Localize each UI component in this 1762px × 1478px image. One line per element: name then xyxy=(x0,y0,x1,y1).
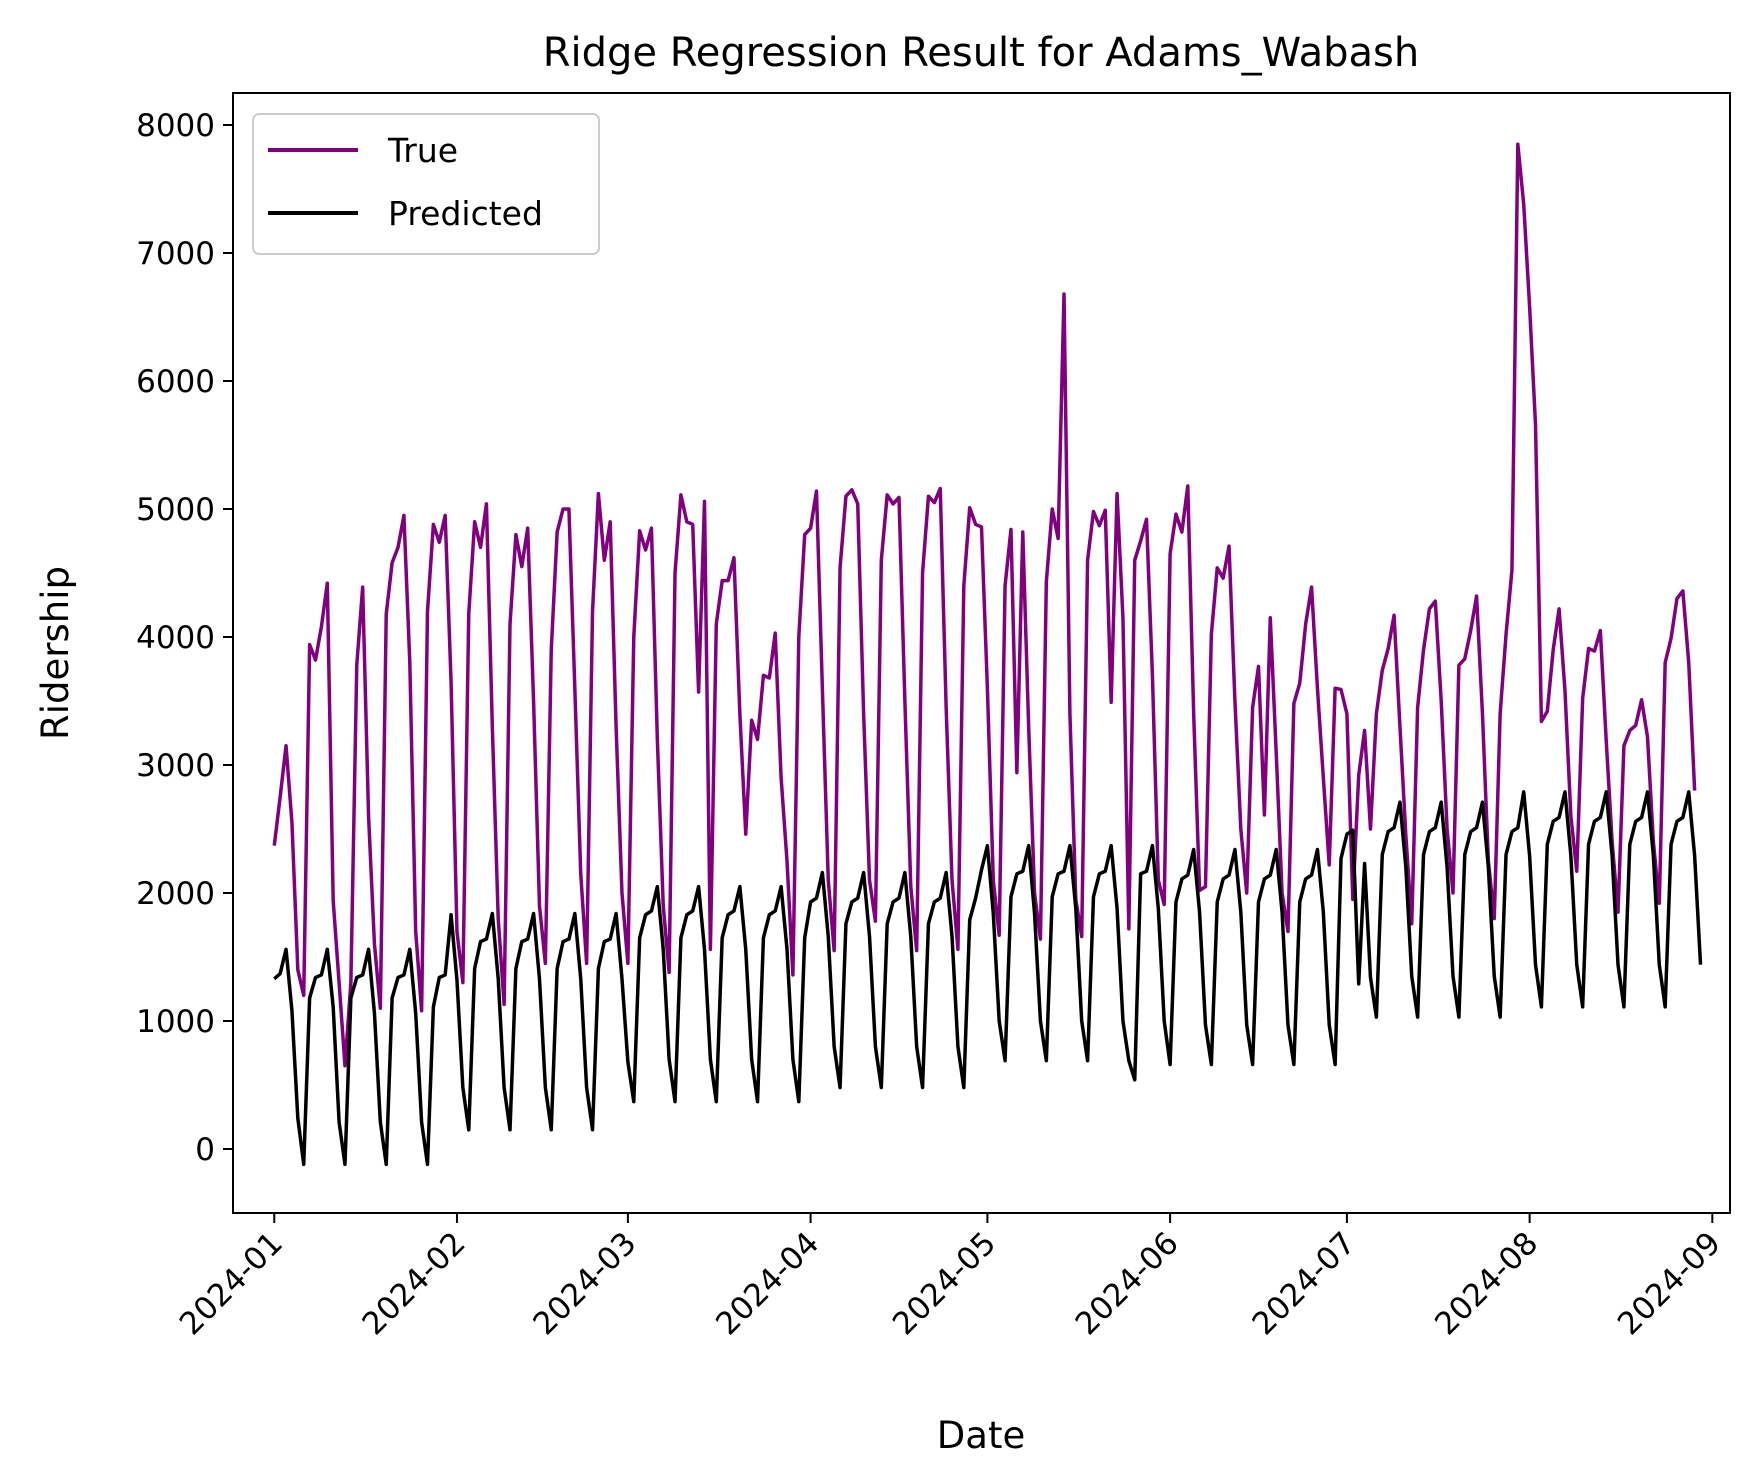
legend: True Predicted xyxy=(252,113,600,255)
series-layer xyxy=(272,142,1703,1167)
y-axis-label: Ridership xyxy=(34,566,77,740)
plot-frame xyxy=(232,92,1731,1214)
y-tick-label: 4000 xyxy=(136,620,215,656)
chart-title: Ridge Regression Result for Adams_Wabash xyxy=(543,30,1420,76)
legend-label-predicted: Predicted xyxy=(388,194,543,233)
y-tick-label: 6000 xyxy=(136,364,215,400)
x-axis-label: Date xyxy=(937,1414,1025,1457)
series-line-true xyxy=(272,142,1697,1068)
y-tick-label: 3000 xyxy=(136,748,215,784)
series-line-predicted xyxy=(273,790,1703,1167)
legend-label-true: True xyxy=(387,131,458,170)
y-axis-ticks: 0 1000 2000 3000 4000 5000 6000 7000 8000 xyxy=(136,108,233,1168)
y-tick-label: 5000 xyxy=(136,492,215,528)
y-tick-label: 0 xyxy=(195,1132,215,1168)
y-tick-label: 2000 xyxy=(136,876,215,912)
y-tick-label: 7000 xyxy=(136,236,215,272)
y-tick-label: 8000 xyxy=(136,108,215,144)
y-tick-label: 1000 xyxy=(136,1004,215,1040)
